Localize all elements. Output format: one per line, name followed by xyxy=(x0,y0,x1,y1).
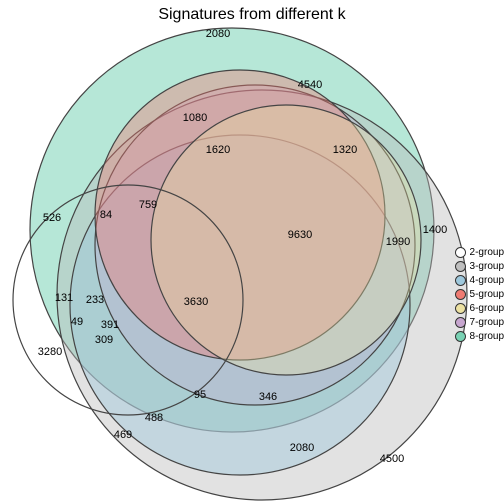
region-count: 84 xyxy=(100,209,112,221)
region-count: 1990 xyxy=(386,236,410,248)
legend-item: 5-group xyxy=(455,287,504,301)
legend-swatch xyxy=(455,261,466,272)
legend-label: 4-group xyxy=(470,275,504,286)
legend-swatch xyxy=(455,247,466,258)
legend-label: 6-group xyxy=(470,303,504,314)
region-count: 4540 xyxy=(298,79,322,91)
region-count: 469 xyxy=(114,429,132,441)
legend-item: 7-group xyxy=(455,315,504,329)
legend-swatch xyxy=(455,289,466,300)
legend-label: 3-group xyxy=(470,261,504,272)
region-count: 49 xyxy=(71,316,83,328)
legend-item: 6-group xyxy=(455,301,504,315)
region-count: 4500 xyxy=(380,453,404,465)
region-count: 3630 xyxy=(184,296,208,308)
legend-swatch xyxy=(455,275,466,286)
region-count: 488 xyxy=(145,412,163,424)
region-count: 9630 xyxy=(288,229,312,241)
region-count: 1400 xyxy=(423,224,447,236)
region-count: 2080 xyxy=(206,28,230,40)
legend-label: 7-group xyxy=(470,317,504,328)
region-count: 1320 xyxy=(333,144,357,156)
legend-swatch xyxy=(455,303,466,314)
region-count: 759 xyxy=(139,199,157,211)
legend-label: 2-group xyxy=(470,247,504,258)
legend-label: 8-group xyxy=(470,331,504,342)
venn-diagram xyxy=(0,0,504,504)
legend-label: 5-group xyxy=(470,289,504,300)
region-count: 3280 xyxy=(38,346,62,358)
legend-item: 4-group xyxy=(455,273,504,287)
legend-swatch xyxy=(455,317,466,328)
region-count: 2080 xyxy=(290,442,314,454)
region-count: 309 xyxy=(95,334,113,346)
legend: 2-group 3-group 4-group 5-group 6-group 7-gro… xyxy=(455,245,504,343)
legend-item: 8-group xyxy=(455,329,504,343)
region-count: 391 xyxy=(101,319,119,331)
region-count: 346 xyxy=(259,391,277,403)
region-count: 1080 xyxy=(183,112,207,124)
legend-item: 2-group xyxy=(455,245,504,259)
region-count: 233 xyxy=(86,294,104,306)
legend-swatch xyxy=(455,331,466,342)
region-count: 131 xyxy=(55,292,73,304)
region-count: 95 xyxy=(194,389,206,401)
region-count: 1620 xyxy=(206,144,230,156)
legend-item: 3-group xyxy=(455,259,504,273)
region-count: 526 xyxy=(43,212,61,224)
